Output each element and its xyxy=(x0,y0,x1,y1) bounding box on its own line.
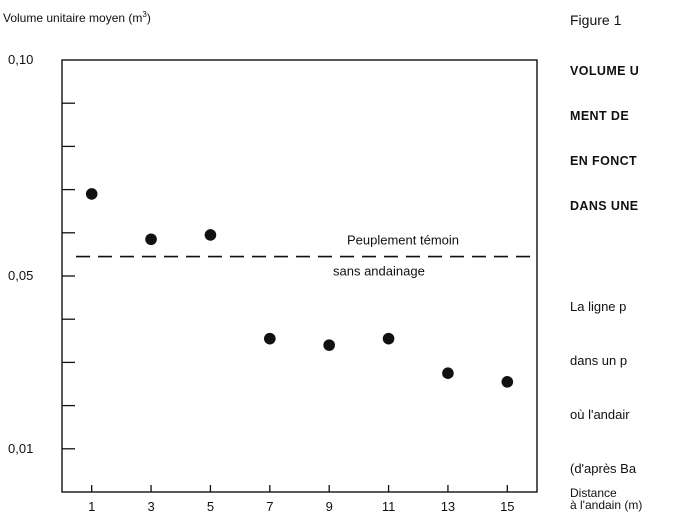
x-tick-label: 11 xyxy=(382,499,396,514)
chart-axes xyxy=(61,59,538,493)
x-tick-label: 15 xyxy=(500,499,514,514)
figure-description: La ligne p dans un p où l'andair (d'aprè… xyxy=(570,262,680,514)
x-tick-label: 9 xyxy=(326,499,333,514)
figure-description-line: (d'après Ba xyxy=(570,461,637,476)
reference-line-label: sans andainage xyxy=(333,264,425,279)
y-axis-label: Volume unitaire moyen (m3) xyxy=(3,10,151,25)
x-tick-label: 7 xyxy=(266,499,273,514)
figure-title-line: EN FONCT xyxy=(570,154,638,168)
x-tick-label: 13 xyxy=(441,499,455,514)
y-tick-label: 0,05 xyxy=(8,268,33,283)
data-point xyxy=(204,229,217,241)
figure-title: VOLUME U MENT DE EN FONCT DANS UNE xyxy=(570,34,680,244)
x-tick-label: 1 xyxy=(88,499,95,514)
figure-description-line: La ligne p xyxy=(570,299,627,314)
reference-line-label: Peuplement témoin xyxy=(347,233,459,248)
chart-ticks: 0,100,050,011 3 5 7 9 11 13 15 xyxy=(8,52,515,514)
figure-title-line: DANS UNE xyxy=(570,199,639,213)
y-tick-label: 0,01 xyxy=(8,441,33,456)
reference-line-group: Peuplement témoin sans andainage xyxy=(76,233,537,279)
x-axis-label-line: à l'andain (m) xyxy=(570,498,643,512)
figure-description-line: où l'andair xyxy=(570,407,630,422)
y-axis-label-close: ) xyxy=(146,11,151,25)
data-points xyxy=(85,188,514,388)
figure-title-line: MENT DE xyxy=(570,109,630,123)
x-tick-label: 5 xyxy=(207,499,214,514)
figure-number: Figure 1 xyxy=(570,12,622,28)
y-axis-label-exponent: 3 xyxy=(142,10,147,19)
figure-caption: Figure 1 VOLUME U MENT DE EN FONCT DANS … xyxy=(570,12,680,514)
data-point xyxy=(145,233,157,246)
plot-frame xyxy=(61,59,538,493)
x-axis-label-line: Distance xyxy=(570,486,617,500)
figure-title-line: VOLUME U xyxy=(570,64,640,78)
x-tick-label: 3 xyxy=(147,499,154,514)
y-tick-label: 0,10 xyxy=(8,52,33,67)
data-point xyxy=(501,376,514,388)
data-point xyxy=(323,339,335,351)
figure-description-line: dans un p xyxy=(570,353,628,368)
data-point xyxy=(264,332,276,345)
data-point xyxy=(382,332,395,345)
data-point xyxy=(442,367,454,380)
x-axis-label: Distance à l'andain (m) xyxy=(570,487,642,511)
data-point xyxy=(85,188,98,200)
y-axis-label-text: Volume unitaire moyen (m xyxy=(3,11,143,25)
